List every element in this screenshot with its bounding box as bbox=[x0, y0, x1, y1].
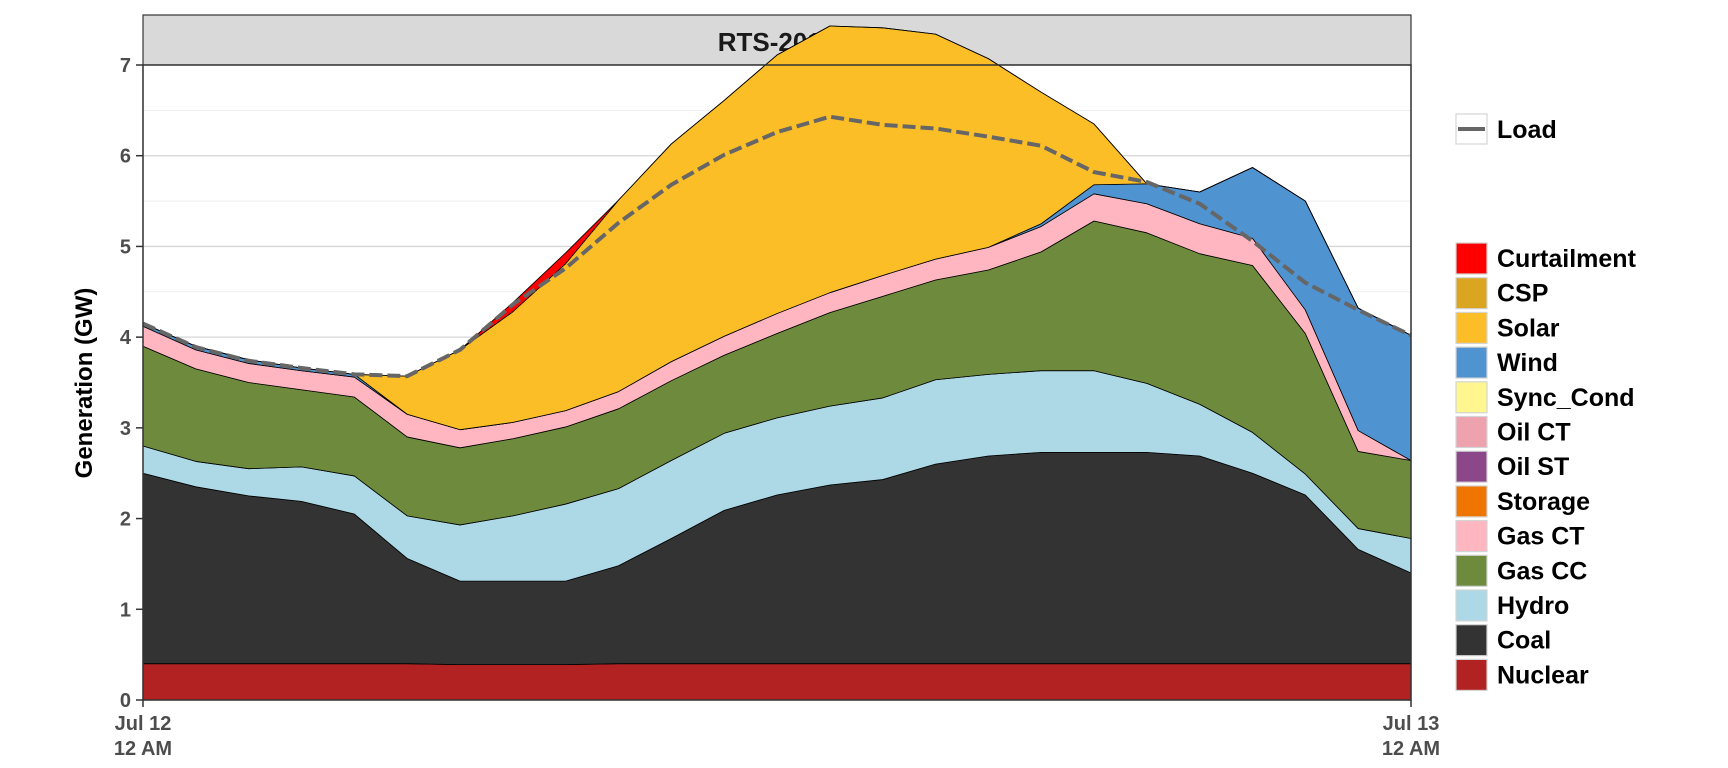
legend-label: Coal bbox=[1497, 627, 1551, 655]
x-tick-label: Jul 13 bbox=[1383, 713, 1440, 735]
y-tick-label: 0 bbox=[120, 690, 131, 712]
legend-label: Oil ST bbox=[1497, 453, 1569, 481]
legend-key-coal bbox=[1455, 624, 1488, 657]
legend-label: Hydro bbox=[1497, 592, 1569, 620]
legend-label: Sync_Cond bbox=[1497, 384, 1635, 412]
plot-panel-border bbox=[142, 64, 1412, 701]
y-tick-label: 5 bbox=[120, 236, 131, 258]
legend-label: Solar bbox=[1497, 314, 1560, 342]
legend-label: Wind bbox=[1497, 349, 1558, 377]
legend-key-curtailment bbox=[1455, 242, 1488, 275]
legend-key-gas-cc bbox=[1455, 554, 1488, 587]
legend-key-solar bbox=[1455, 311, 1488, 344]
legend-key-nuclear bbox=[1455, 658, 1488, 692]
x-axis: Jul 12 12 AM Jul 13 12 AM bbox=[114, 700, 1440, 760]
legend-label: Oil CT bbox=[1497, 419, 1571, 447]
y-tick-label: 7 bbox=[120, 55, 131, 77]
x-tick-label: Jul 12 bbox=[115, 713, 172, 735]
x-tick-label: 12 AM bbox=[114, 738, 172, 760]
legend-key-wind bbox=[1455, 346, 1488, 379]
legend-key-storage bbox=[1455, 485, 1488, 518]
legend-label: CSP bbox=[1497, 280, 1548, 308]
legend-label: Gas CC bbox=[1497, 557, 1587, 585]
legend-key-hydro bbox=[1455, 589, 1488, 622]
legend-load: Load bbox=[1455, 113, 1557, 145]
y-tick-label: 3 bbox=[120, 418, 131, 440]
legend-label: Nuclear bbox=[1497, 661, 1589, 689]
legend-label: Curtailment bbox=[1497, 245, 1637, 273]
y-tick-label: 2 bbox=[120, 509, 131, 531]
load-line bbox=[142, 114, 1412, 379]
legend-key-oil-st bbox=[1455, 450, 1488, 483]
y-axis-title: Generation (GW) bbox=[71, 288, 98, 479]
legend: Curtailment CSP Solar Wind Sync_Cond Oil CT Oi… bbox=[1455, 242, 1637, 692]
legend-label: Storage bbox=[1497, 488, 1590, 516]
y-tick-label: 6 bbox=[120, 146, 131, 168]
x-tick-label: 12 AM bbox=[1382, 738, 1440, 760]
legend-key-csp bbox=[1455, 277, 1488, 310]
y-tick-label: 4 bbox=[120, 327, 132, 349]
legend-label-load: Load bbox=[1497, 116, 1557, 144]
y-tick-label: 1 bbox=[120, 599, 131, 621]
legend-key-gas-ct bbox=[1455, 519, 1488, 553]
legend-key-sync-cond bbox=[1455, 381, 1488, 414]
legend-key-oil-ct bbox=[1455, 415, 1488, 449]
y-axis: 0 1 2 3 4 5 6 7 bbox=[120, 55, 143, 712]
area-nuclear bbox=[142, 663, 1412, 701]
stacked-areas bbox=[142, 25, 1412, 701]
load-line-layer bbox=[142, 114, 1412, 379]
legend-label: Gas CT bbox=[1497, 523, 1585, 551]
